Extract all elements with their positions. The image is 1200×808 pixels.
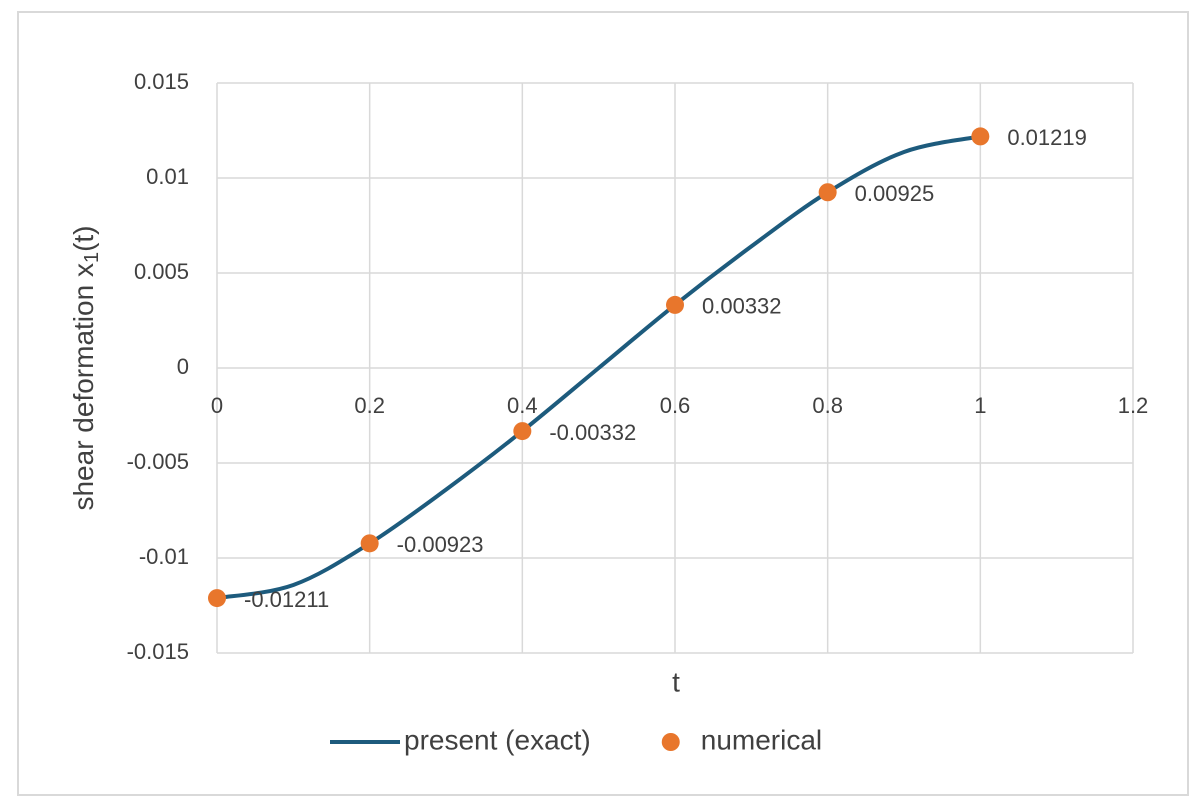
data-point: [513, 422, 532, 441]
data-label: -0.00923: [397, 532, 484, 557]
chart-frame: [17, 11, 1189, 796]
legend-label: numerical: [701, 724, 822, 755]
x-tick-label: 0.4: [507, 393, 538, 418]
y-axis-title: shear deformation x1(t): [68, 225, 103, 510]
plot: -0.01211 -0.00923 -0.00332 0.00332 0.00925 0.…: [208, 125, 1087, 612]
x-axis-title: t: [672, 666, 680, 697]
y-tick-label: 0.01: [146, 164, 189, 189]
y-axis-title-subscript: 1: [81, 252, 103, 263]
data-label: -0.00332: [549, 420, 636, 445]
y-tick-label: -0.005: [127, 449, 189, 474]
grid: -0.015 -0.01 -0.005 0 0.005 0.01 0.015 0 0.2 0.4 0…: [127, 69, 1149, 664]
y-tick-label: 0.005: [134, 259, 189, 284]
x-tick-label: 0: [211, 393, 223, 418]
data-label: -0.01211: [244, 587, 329, 612]
data-point: [971, 127, 990, 146]
data-label: 0.01219: [1007, 125, 1087, 150]
data-point: [818, 183, 837, 202]
data-label: 0.00925: [855, 181, 935, 206]
x-tick-label: 1: [974, 393, 986, 418]
y-tick-label: 0: [177, 354, 189, 379]
data-point: [208, 589, 226, 608]
data-point: [666, 295, 684, 314]
data-point: [360, 534, 379, 553]
y-tick-label: -0.01: [139, 544, 189, 569]
x-tick-label: 0.2: [354, 393, 385, 418]
data-label: 0.00332: [702, 294, 782, 319]
legend-marker: [661, 733, 680, 751]
y-axis-title-text: shear deformation x: [68, 263, 99, 510]
legend: present (exact) numerical: [330, 724, 822, 755]
legend-label: present (exact): [404, 724, 591, 755]
y-tick-label: 0.015: [134, 69, 189, 94]
x-tick-label: 0.6: [660, 393, 691, 418]
x-tick-label: 0.8: [812, 393, 843, 418]
line-series: [216, 134, 981, 601]
x-tick-label: 1.2: [1118, 393, 1149, 418]
y-tick-label: -0.015: [127, 639, 189, 664]
y-axis-title-suffix: (t): [68, 225, 99, 251]
